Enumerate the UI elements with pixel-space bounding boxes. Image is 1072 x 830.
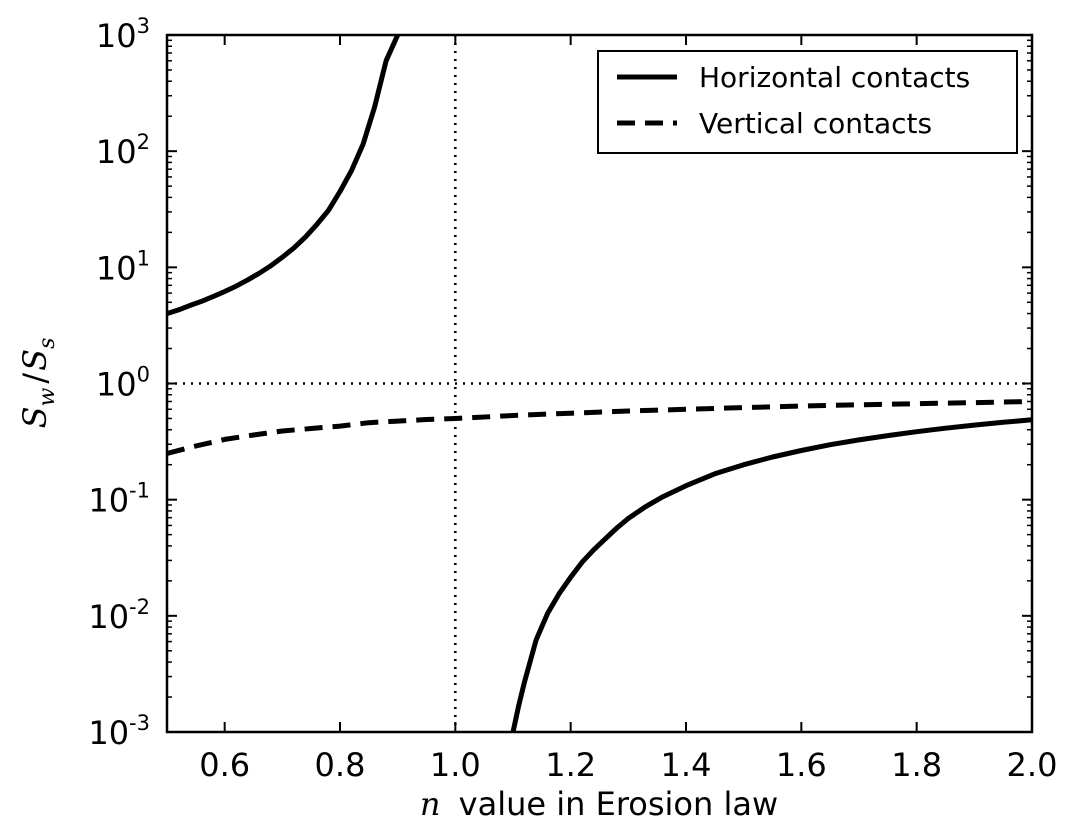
- y-axis-ticks: 10-3 10-2 10-1 100 101 102 103: [88, 14, 1032, 752]
- x-tick-label: 1.2: [545, 746, 596, 784]
- x-axis-label-text: value in Erosion law: [459, 785, 778, 823]
- reference-lines: [167, 35, 1032, 732]
- series-line-horizontal-contacts-segment-1: [167, 35, 400, 316]
- x-tick-label: 2.0: [1007, 746, 1058, 784]
- legend-label-horizontal-contacts: Horizontal contacts: [699, 61, 970, 94]
- x-tick-label: 0.8: [315, 746, 366, 784]
- y-tick-label: 10-3: [88, 711, 150, 752]
- series-line-vertical-contacts-segment-1: [167, 399, 1032, 456]
- y-tick-label: 10-1: [88, 479, 150, 520]
- x-tick-label: 1.8: [891, 746, 942, 784]
- series-line-horizontal-contacts-segment-2: [510, 417, 1032, 732]
- y-label-numerator-sub: w: [35, 387, 60, 406]
- x-tick-label: 1.6: [776, 746, 827, 784]
- series-layer: [167, 35, 1032, 732]
- legend-label-vertical-contacts: Vertical contacts: [699, 107, 932, 140]
- y-tick-label: 10-2: [88, 595, 150, 636]
- legend: Horizontal contacts Vertical contacts: [597, 50, 1018, 154]
- y-tick-label: 101: [96, 246, 150, 287]
- y-tick-label: 100: [96, 363, 150, 404]
- y-tick-label: 102: [96, 130, 150, 171]
- y-tick-label: 103: [96, 14, 150, 55]
- legend-box: [597, 50, 1018, 154]
- x-axis-label-var: n: [420, 785, 441, 823]
- y-label-numerator-var: S: [16, 406, 54, 428]
- x-tick-label: 1.0: [430, 746, 481, 784]
- x-axis-label: n value in Erosion law: [420, 785, 778, 823]
- y-label-denominator-var: S: [16, 349, 54, 371]
- x-axis-ticks: 0.6 0.8 1.0 1.2 1.4 1.6 1.8 2.0: [199, 35, 1057, 784]
- x-tick-label: 0.6: [199, 746, 250, 784]
- y-axis-label: Sw / Ss: [16, 338, 60, 429]
- x-tick-label: 1.4: [661, 746, 712, 784]
- y-label-denominator-sub: s: [35, 338, 60, 349]
- y-label-slash: /: [16, 373, 54, 384]
